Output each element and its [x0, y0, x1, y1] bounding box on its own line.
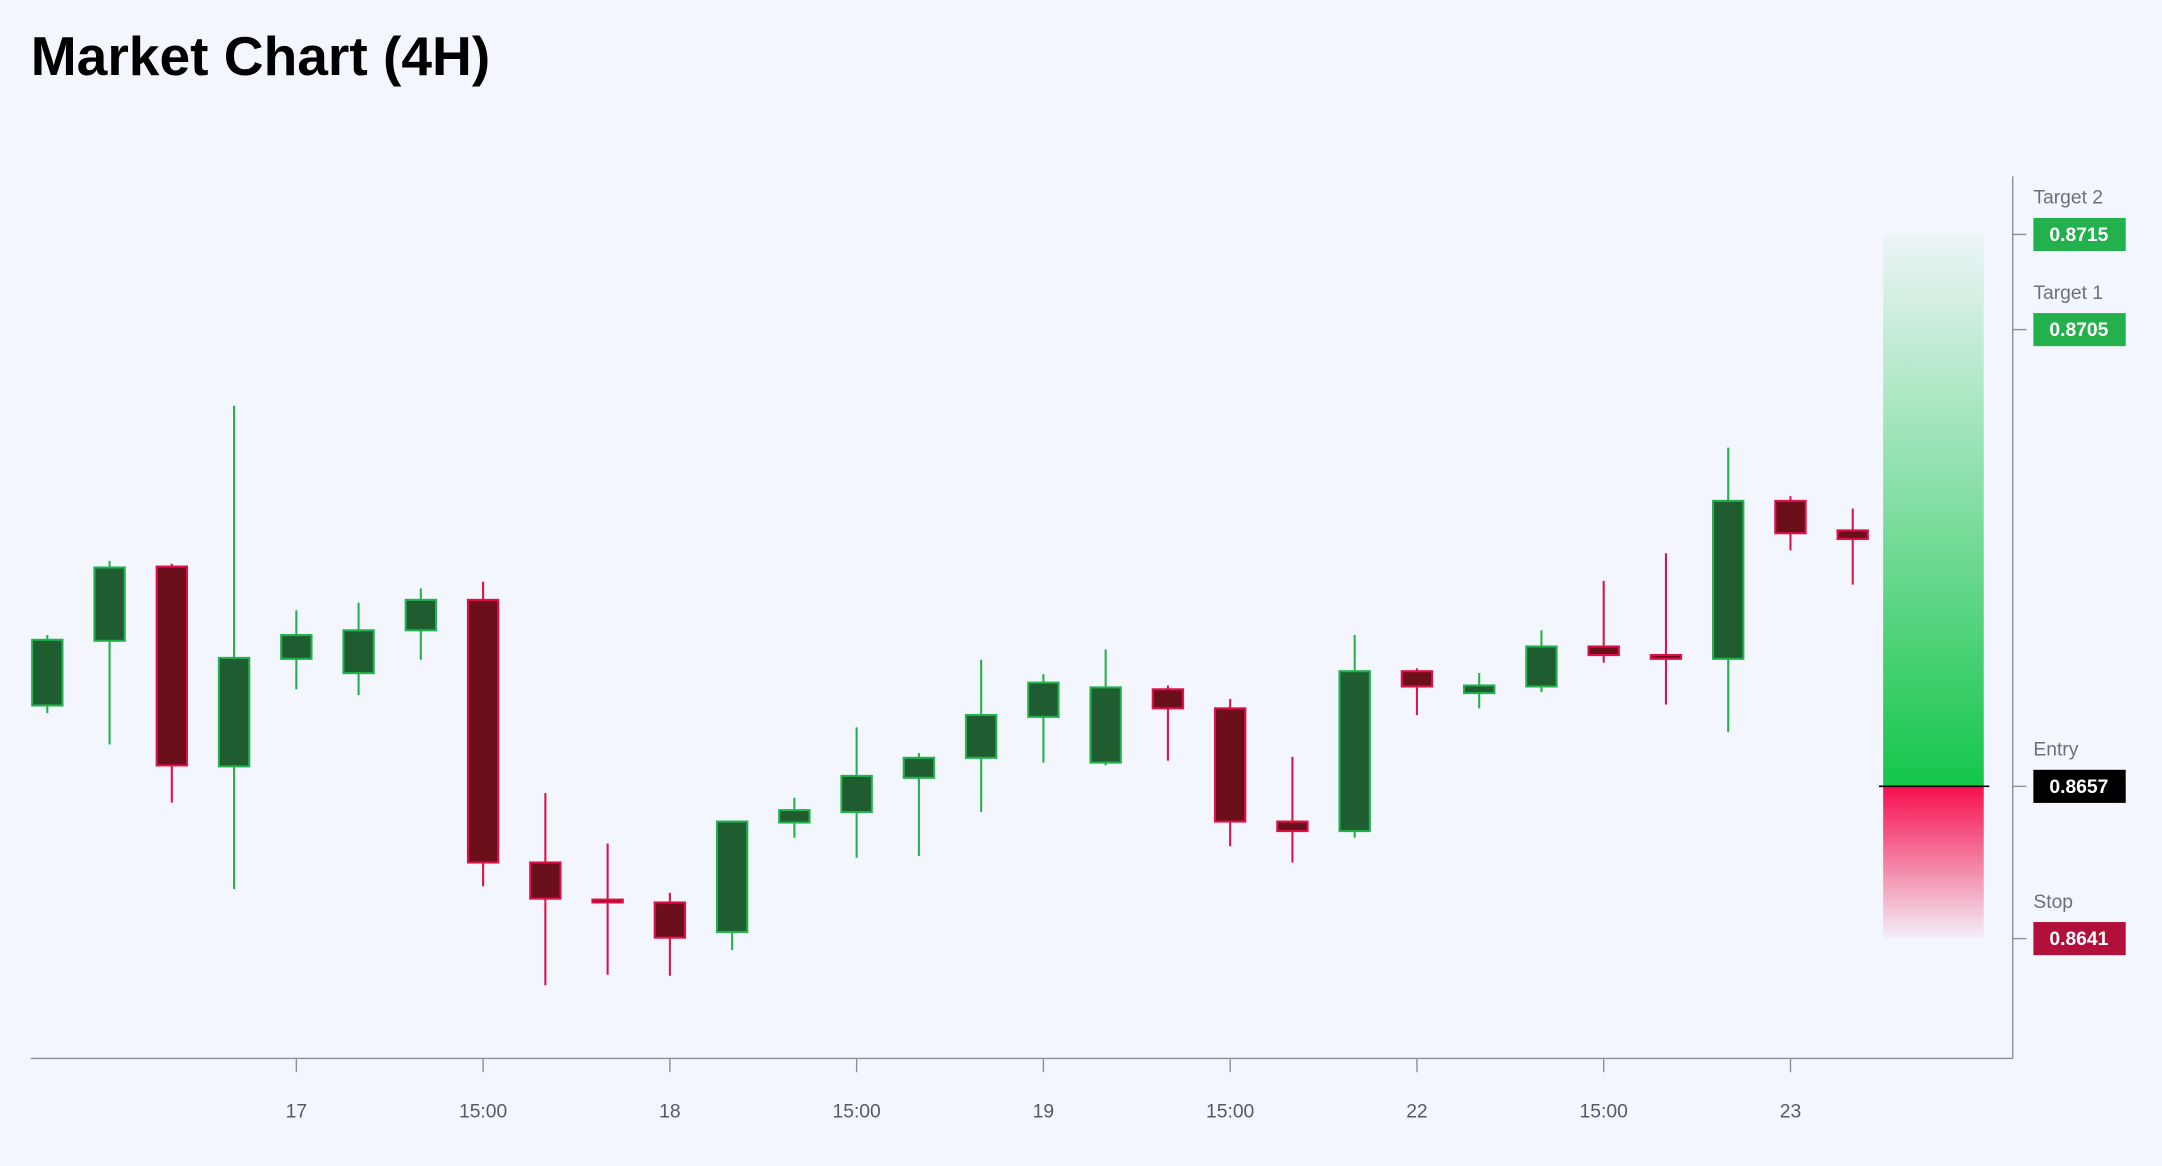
- x-tick-label: 15:00: [1580, 1101, 1628, 1122]
- candle-body: [1089, 686, 1122, 764]
- level-badge: [2033, 922, 2126, 956]
- candle-body: [964, 713, 998, 759]
- level-value: 0.8657: [2049, 777, 2108, 798]
- level-badge: [2033, 313, 2126, 347]
- risk-zone: [1883, 786, 1984, 939]
- candle-body: [155, 565, 189, 767]
- x-tick-label: 19: [1033, 1101, 1054, 1122]
- candle-body: [840, 774, 873, 814]
- x-tick-label: 15:00: [833, 1101, 881, 1122]
- candle-body: [1587, 645, 1620, 657]
- candle-body: [1338, 670, 1371, 833]
- candle-body: [1276, 820, 1309, 833]
- level-value: 0.8705: [2049, 320, 2108, 341]
- candle-body: [31, 638, 64, 707]
- candle-body: [466, 598, 500, 864]
- candle-body: [1027, 681, 1060, 718]
- x-tick-label: 17: [286, 1101, 307, 1122]
- level-name: Target 2: [2033, 188, 2103, 209]
- candle-body: [653, 901, 687, 939]
- x-tick-label: 23: [1780, 1101, 1801, 1122]
- candle-body: [1836, 529, 1869, 540]
- x-tick-label: 15:00: [459, 1101, 507, 1122]
- candle-body: [217, 656, 251, 768]
- candle-body: [902, 756, 936, 779]
- candle-body: [1774, 499, 1807, 535]
- candle-body: [1525, 645, 1558, 688]
- candle-body: [591, 898, 624, 904]
- candle-body: [529, 861, 562, 900]
- candle-body: [778, 809, 811, 824]
- candle-body: [1400, 670, 1434, 688]
- chart-title: Market Chart (4H): [31, 25, 490, 87]
- candle-body: [342, 629, 375, 675]
- x-tick-label: 18: [659, 1101, 680, 1122]
- candle-body: [280, 634, 313, 660]
- level-badge: [2033, 769, 2126, 803]
- reward-zone: [1883, 234, 1984, 787]
- candle-body: [715, 820, 749, 933]
- candle-body: [1151, 688, 1185, 710]
- level-name: Target 1: [2033, 283, 2103, 304]
- candle-body: [1213, 707, 1247, 823]
- level-value: 0.8641: [2049, 929, 2108, 950]
- x-tick-label: 22: [1406, 1101, 1427, 1122]
- candle-body: [1462, 684, 1496, 695]
- x-tick-label: 15:00: [1206, 1101, 1254, 1122]
- level-value: 0.8715: [2049, 225, 2108, 246]
- candle-body: [1712, 499, 1745, 660]
- candle-body: [1649, 654, 1683, 660]
- candle-body: [404, 598, 438, 632]
- level-name: Entry: [2033, 740, 2078, 761]
- candle-body: [93, 566, 126, 642]
- level-name: Stop: [2033, 892, 2073, 913]
- level-badge: [2033, 217, 2126, 251]
